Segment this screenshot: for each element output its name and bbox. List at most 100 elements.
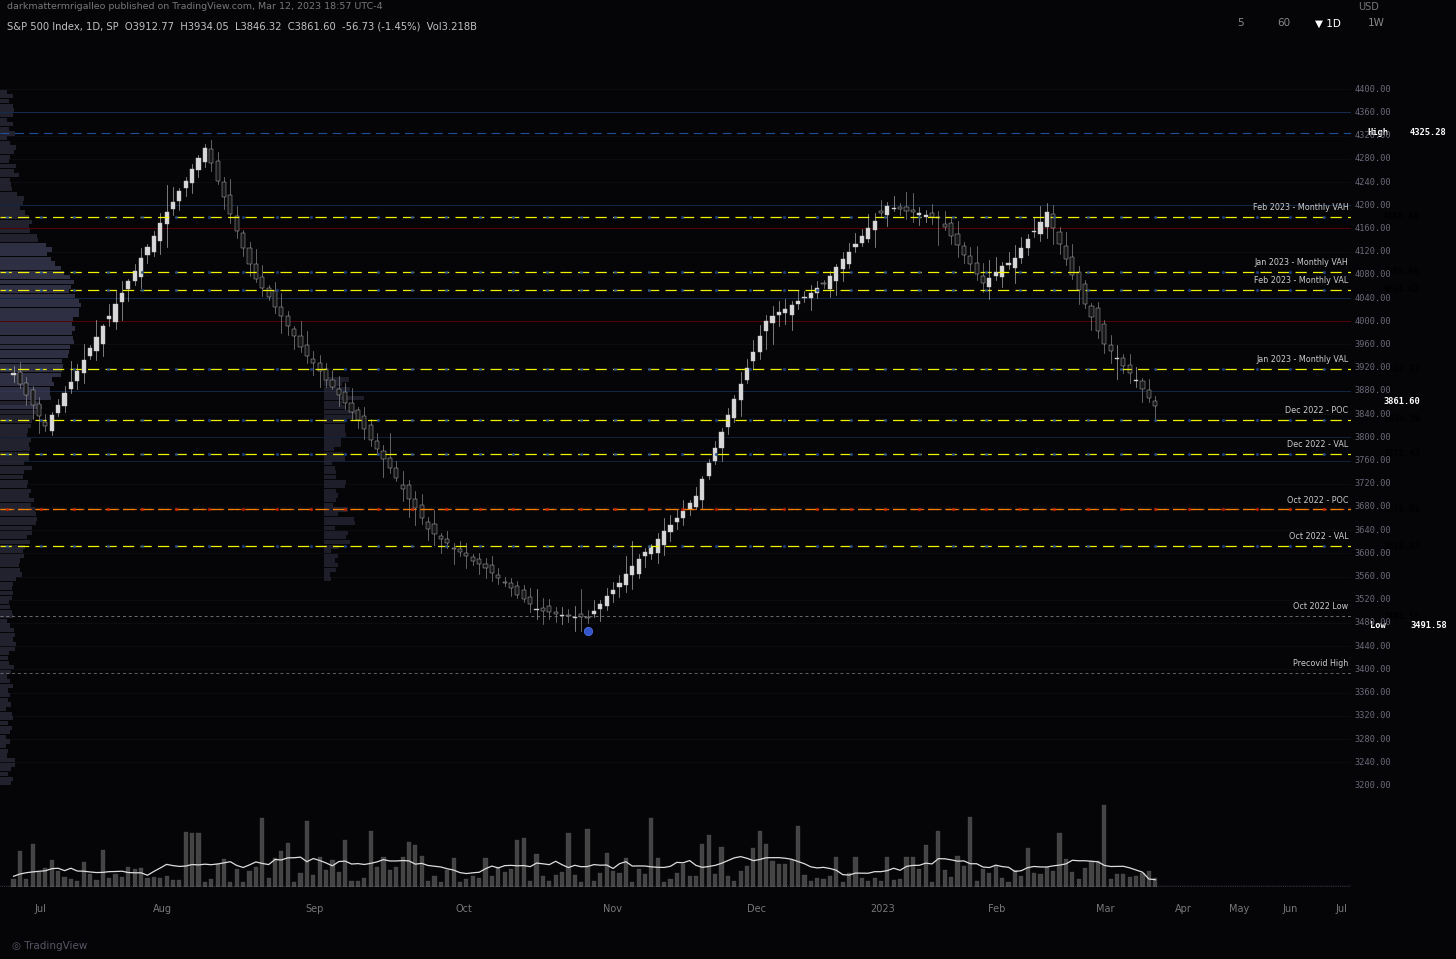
- Bar: [159, 878, 162, 887]
- Bar: [331, 381, 335, 386]
- Bar: [325, 466, 335, 470]
- Bar: [649, 818, 654, 887]
- Bar: [446, 539, 450, 544]
- Bar: [706, 463, 711, 476]
- Bar: [349, 403, 354, 411]
- Bar: [0, 247, 52, 251]
- Bar: [114, 304, 118, 322]
- Bar: [248, 872, 252, 887]
- Bar: [12, 373, 16, 375]
- Text: 3280.00: 3280.00: [1354, 735, 1390, 743]
- Bar: [1115, 874, 1120, 887]
- Bar: [593, 880, 596, 887]
- Bar: [572, 876, 577, 887]
- Bar: [387, 458, 392, 468]
- Bar: [521, 838, 526, 887]
- Bar: [0, 442, 29, 447]
- Bar: [0, 466, 32, 470]
- Bar: [796, 301, 801, 304]
- Bar: [325, 419, 345, 423]
- Text: Jan 2023 - Monthly VAH: Jan 2023 - Monthly VAH: [1255, 258, 1348, 267]
- Text: 3920.00: 3920.00: [1354, 363, 1390, 372]
- Bar: [266, 877, 271, 887]
- Bar: [821, 878, 826, 887]
- Bar: [942, 224, 946, 227]
- Bar: [165, 212, 169, 224]
- Text: Oct 2022 Low: Oct 2022 Low: [1293, 602, 1348, 612]
- Text: 3320.00: 3320.00: [1354, 712, 1390, 720]
- Bar: [1121, 358, 1125, 365]
- Text: 3840.00: 3840.00: [1354, 409, 1390, 418]
- Bar: [0, 280, 74, 284]
- Bar: [0, 475, 23, 480]
- Bar: [432, 876, 437, 887]
- Bar: [0, 201, 23, 205]
- Bar: [0, 744, 6, 748]
- Bar: [847, 251, 852, 264]
- Bar: [598, 873, 603, 887]
- Bar: [789, 860, 794, 887]
- Bar: [331, 860, 335, 887]
- Bar: [510, 869, 513, 887]
- Bar: [1127, 877, 1131, 887]
- Bar: [1096, 308, 1099, 331]
- Bar: [159, 223, 162, 241]
- Bar: [0, 661, 9, 665]
- Bar: [280, 852, 284, 887]
- Bar: [942, 870, 946, 887]
- Bar: [815, 289, 820, 292]
- Bar: [36, 873, 41, 887]
- Bar: [387, 870, 392, 887]
- Bar: [808, 292, 812, 297]
- Bar: [695, 496, 697, 506]
- Bar: [82, 862, 86, 887]
- Bar: [1006, 263, 1010, 265]
- Bar: [381, 451, 386, 459]
- Bar: [138, 258, 143, 276]
- Bar: [229, 195, 233, 214]
- Bar: [860, 236, 863, 243]
- Bar: [0, 679, 10, 684]
- Bar: [0, 735, 6, 739]
- Bar: [0, 220, 32, 223]
- Bar: [0, 693, 10, 697]
- Text: Dec: Dec: [747, 904, 766, 914]
- Text: 3600.00: 3600.00: [1354, 549, 1390, 558]
- Bar: [885, 857, 890, 887]
- Bar: [253, 867, 258, 887]
- Bar: [585, 829, 590, 887]
- Bar: [540, 607, 545, 611]
- Bar: [981, 869, 986, 887]
- Text: 3360.00: 3360.00: [1354, 689, 1390, 697]
- Bar: [738, 384, 743, 400]
- Bar: [1051, 871, 1056, 887]
- Bar: [515, 586, 520, 595]
- Bar: [325, 368, 328, 380]
- Bar: [0, 684, 13, 688]
- Text: Nov: Nov: [603, 904, 622, 914]
- Bar: [0, 550, 23, 553]
- Bar: [0, 229, 31, 233]
- Bar: [1013, 871, 1016, 887]
- Bar: [502, 582, 507, 583]
- Text: Oct 2022 - VAL: Oct 2022 - VAL: [1289, 532, 1348, 542]
- Bar: [57, 872, 60, 887]
- Bar: [706, 835, 711, 887]
- Bar: [802, 876, 807, 887]
- Bar: [0, 456, 29, 460]
- Text: Dec 2022 - VAL: Dec 2022 - VAL: [1287, 440, 1348, 449]
- Bar: [0, 182, 12, 187]
- Bar: [891, 879, 895, 887]
- Bar: [451, 858, 456, 887]
- Bar: [0, 174, 19, 177]
- Bar: [68, 382, 73, 389]
- Text: 4120.00: 4120.00: [1354, 247, 1390, 256]
- Bar: [930, 213, 935, 217]
- Bar: [0, 113, 13, 117]
- Bar: [0, 558, 20, 563]
- Bar: [955, 855, 960, 887]
- Bar: [713, 875, 718, 887]
- Bar: [1057, 832, 1061, 887]
- Bar: [738, 871, 743, 887]
- Bar: [617, 583, 622, 587]
